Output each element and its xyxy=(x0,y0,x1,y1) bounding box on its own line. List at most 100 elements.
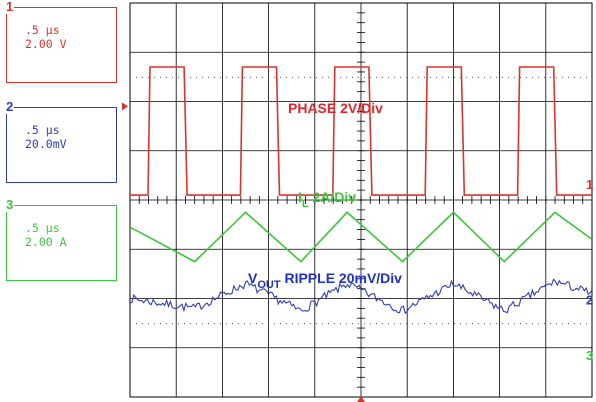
grid-dot xyxy=(226,323,227,325)
grid-dot xyxy=(322,323,323,325)
grid-dot xyxy=(586,76,587,78)
grid-dot xyxy=(298,76,299,78)
grid-dot xyxy=(196,76,197,78)
grid-dot xyxy=(178,323,179,325)
grid-dot xyxy=(562,323,563,325)
channel-1-ground-marker: 1 xyxy=(586,177,593,192)
grid-dot xyxy=(388,323,389,325)
grid-dot xyxy=(514,323,515,325)
grid-dot xyxy=(274,323,275,325)
grid-dot xyxy=(292,323,293,325)
channel-1-box: 1 .5 μs 2.00 V xyxy=(5,0,117,83)
grid-dot xyxy=(268,323,269,325)
grid-dot xyxy=(442,323,443,325)
grid-dot xyxy=(394,76,395,78)
grid-dot xyxy=(214,323,215,325)
grid-dot xyxy=(406,323,407,325)
grid-dot xyxy=(328,323,329,325)
grid-dot xyxy=(244,76,245,78)
grid-dot xyxy=(478,323,479,325)
grid-dot xyxy=(304,76,305,78)
grid-dot xyxy=(148,323,149,325)
grid-dot xyxy=(400,76,401,78)
grid-dot xyxy=(538,76,539,78)
grid-dot xyxy=(268,76,269,78)
grid-dot xyxy=(490,323,491,325)
grid-dot xyxy=(550,323,551,325)
grid-dot xyxy=(394,323,395,325)
grid-dot xyxy=(352,76,353,78)
grid-dot xyxy=(166,323,167,325)
grid-dot xyxy=(382,76,383,78)
grid-dot xyxy=(382,323,383,325)
vout-annotation-main: V xyxy=(248,270,258,286)
grid-dot xyxy=(232,76,233,78)
grid-dot xyxy=(370,76,371,78)
grid-dot xyxy=(544,323,545,325)
grid-dot xyxy=(478,76,479,78)
grid-dot xyxy=(298,323,299,325)
grid-dot xyxy=(418,76,419,78)
grid-dot xyxy=(190,323,191,325)
grid-dot xyxy=(340,76,341,78)
grid-dot xyxy=(358,323,359,325)
vout-annotation-rest: RIPPLE 20mV/Div xyxy=(281,270,403,286)
grid-dot xyxy=(442,76,443,78)
grid-dot xyxy=(346,76,347,78)
grid-dot xyxy=(496,323,497,325)
grid-dot xyxy=(580,323,581,325)
grid-dot xyxy=(502,323,503,325)
grid-dot xyxy=(208,323,209,325)
grid-dot xyxy=(388,76,389,78)
grid-dot xyxy=(466,76,467,78)
channel-3-number: 3 xyxy=(5,197,15,212)
grid-dot xyxy=(424,323,425,325)
channel-2-volt-div: 20.0mV xyxy=(25,137,67,151)
grid-dot xyxy=(526,76,527,78)
grid-dot xyxy=(154,323,155,325)
grid-dot xyxy=(334,323,335,325)
grid-dot xyxy=(256,323,257,325)
channel-2-ground-marker: 2 xyxy=(586,293,593,308)
grid-dot xyxy=(310,76,311,78)
grid-dot xyxy=(490,76,491,78)
grid-dot xyxy=(178,76,179,78)
grid-dot xyxy=(472,323,473,325)
grid-dot xyxy=(484,323,485,325)
grid-dot xyxy=(376,76,377,78)
channel-1-time-div: .5 μs xyxy=(25,23,60,37)
grid-dot xyxy=(250,323,251,325)
grid-dot xyxy=(502,76,503,78)
grid-dot xyxy=(316,76,317,78)
grid-dot xyxy=(514,76,515,78)
grid-dot xyxy=(496,76,497,78)
grid-dot xyxy=(208,76,209,78)
grid-dot xyxy=(196,323,197,325)
grid-dot xyxy=(454,76,455,78)
trigger-position-marker xyxy=(357,396,365,402)
il-annotation-sub: L xyxy=(302,198,309,210)
channel-3-box: 3 .5 μs 2.00 A xyxy=(5,198,117,281)
grid-dot xyxy=(238,76,239,78)
grid-dot xyxy=(424,76,425,78)
grid-dot xyxy=(412,76,413,78)
grid-dot xyxy=(580,76,581,78)
grid-dot xyxy=(280,323,281,325)
grid-dot xyxy=(286,323,287,325)
grid-dot xyxy=(340,323,341,325)
channel-2-time-div: .5 μs xyxy=(25,123,60,137)
grid-dot xyxy=(460,323,461,325)
il-annotation-main: I xyxy=(298,189,302,205)
grid-dot xyxy=(454,323,455,325)
grid-dot xyxy=(232,323,233,325)
channel-3-time-div: .5 μs xyxy=(25,221,60,235)
channel-2-box: 2 .5 μs 20.0mV xyxy=(5,100,117,183)
grid-dot xyxy=(526,323,527,325)
grid-dot xyxy=(136,323,137,325)
trigger-level-marker xyxy=(122,102,128,111)
grid-dot xyxy=(466,323,467,325)
trace-layer xyxy=(129,66,593,315)
grid-dot xyxy=(202,76,203,78)
grid-dot xyxy=(568,323,569,325)
